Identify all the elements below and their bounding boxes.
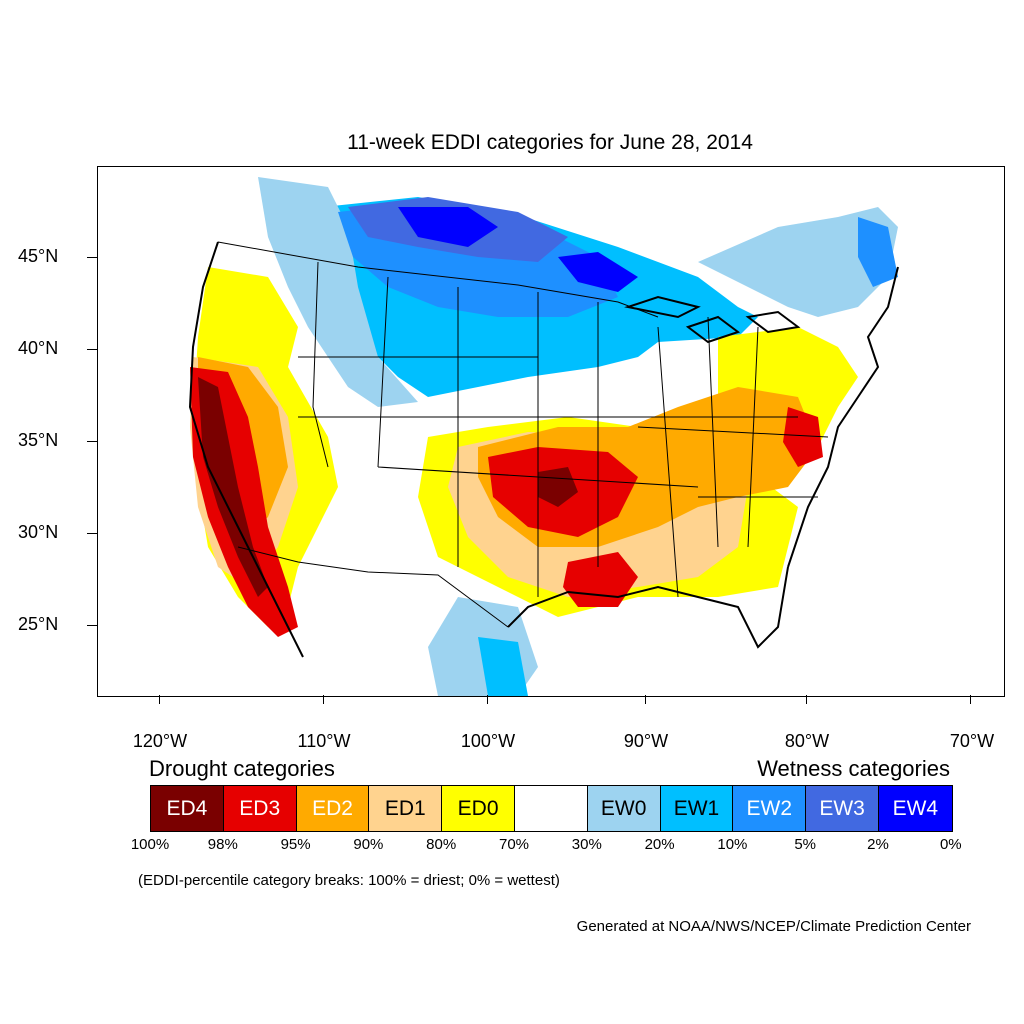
percent-break-label: 95%: [280, 836, 311, 853]
boundary-lines: [188, 241, 899, 658]
dry-ed3-carolina: [783, 407, 823, 467]
category-note: (EDDI-percentile category breaks: 100% =…: [138, 872, 560, 889]
mexico-border: [237, 546, 509, 628]
lon-tick-120: [159, 695, 160, 704]
wetness-heading: Wetness categories: [757, 756, 950, 781]
lon-tick-90: [645, 695, 646, 704]
legend-cell-ed0: ED0: [442, 786, 515, 831]
lat-label-25: 25°N: [18, 614, 59, 634]
dry-ed4-california: [198, 377, 268, 597]
lon-tick-100: [487, 695, 488, 704]
percent-break-label: 80%: [426, 836, 457, 853]
credit-line: Generated at NOAA/NWS/NCEP/Climate Predi…: [576, 918, 971, 935]
lon-label-100: 100°W: [460, 731, 516, 751]
map-canvas: [188, 177, 899, 696]
lon-tick-80: [806, 695, 807, 704]
legend-cell-ew0: EW0: [587, 786, 661, 831]
wetness-regions: [258, 177, 898, 696]
lon-tick-70: [970, 695, 971, 704]
percent-break-label: 2%: [867, 836, 889, 853]
lon-label-120: 120°W: [132, 731, 188, 751]
legend-cell-neutral: [514, 786, 588, 831]
east-coast: [787, 266, 899, 568]
percent-break-label: 98%: [207, 836, 238, 853]
wet-ew1-texas-south: [478, 637, 528, 696]
state-lines-2: [597, 302, 829, 598]
legend-cell-ew2: EW2: [733, 786, 807, 831]
wet-ew2-maine: [858, 217, 898, 287]
map-title: 11-week EDDI categories for June 28, 201…: [347, 131, 753, 154]
wet-ew0-north: [258, 177, 418, 407]
lat-tick-40: [87, 349, 97, 350]
west-coast: [188, 241, 304, 658]
wet-ew0-northeast: [698, 207, 898, 317]
lon-label-70: 70°W: [949, 731, 995, 751]
percent-break-label: 20%: [644, 836, 675, 853]
percent-break-label: 10%: [717, 836, 748, 853]
lat-label-30: 30°N: [18, 522, 59, 542]
legend-cell-ew1: EW1: [660, 786, 734, 831]
lon-label-110: 110°W: [297, 731, 351, 751]
lat-label-40: 40°N: [18, 338, 59, 358]
legend-bar: ED4 ED3 ED2 ED1 ED0 EW0 EW1 EW2 EW3 EW4: [150, 785, 953, 832]
lat-label-35: 35°N: [18, 430, 59, 450]
wet-ew4-minnesota: [558, 252, 638, 292]
lon-label-90: 90°W: [623, 731, 669, 751]
legend-cell-ed1: ED1: [369, 786, 443, 831]
percent-break-label: 100%: [130, 836, 170, 853]
dry-ed4-oklahoma: [538, 467, 578, 507]
legend-cell-ed4: ED4: [151, 786, 224, 831]
lat-tick-35: [87, 441, 97, 442]
lat-label-45: 45°N: [18, 246, 59, 266]
lon-tick-110: [323, 695, 324, 704]
drought-regions: [190, 267, 858, 637]
percent-break-label: 90%: [353, 836, 384, 853]
drought-heading: Drought categories: [149, 756, 335, 781]
lat-tick-25: [87, 625, 97, 626]
state-lines-1: [298, 261, 798, 597]
legend-cell-ed3: ED3: [223, 786, 297, 831]
lat-tick-30: [87, 533, 97, 534]
percent-break-label: 30%: [571, 836, 602, 853]
great-lakes: [624, 295, 801, 344]
lon-label-80: 80°W: [784, 731, 830, 751]
percent-break-label: 0%: [939, 836, 962, 853]
percent-break-label: 70%: [498, 836, 530, 853]
legend-cell-ed2: ED2: [296, 786, 370, 831]
lat-tick-45: [87, 257, 97, 258]
percent-break-label: 5%: [794, 836, 817, 853]
eddi-map: [97, 166, 1005, 697]
wet-ew4-north: [398, 207, 498, 247]
legend-cell-ew4: EW4: [878, 786, 952, 831]
legend-cell-ew3: EW3: [806, 786, 879, 831]
